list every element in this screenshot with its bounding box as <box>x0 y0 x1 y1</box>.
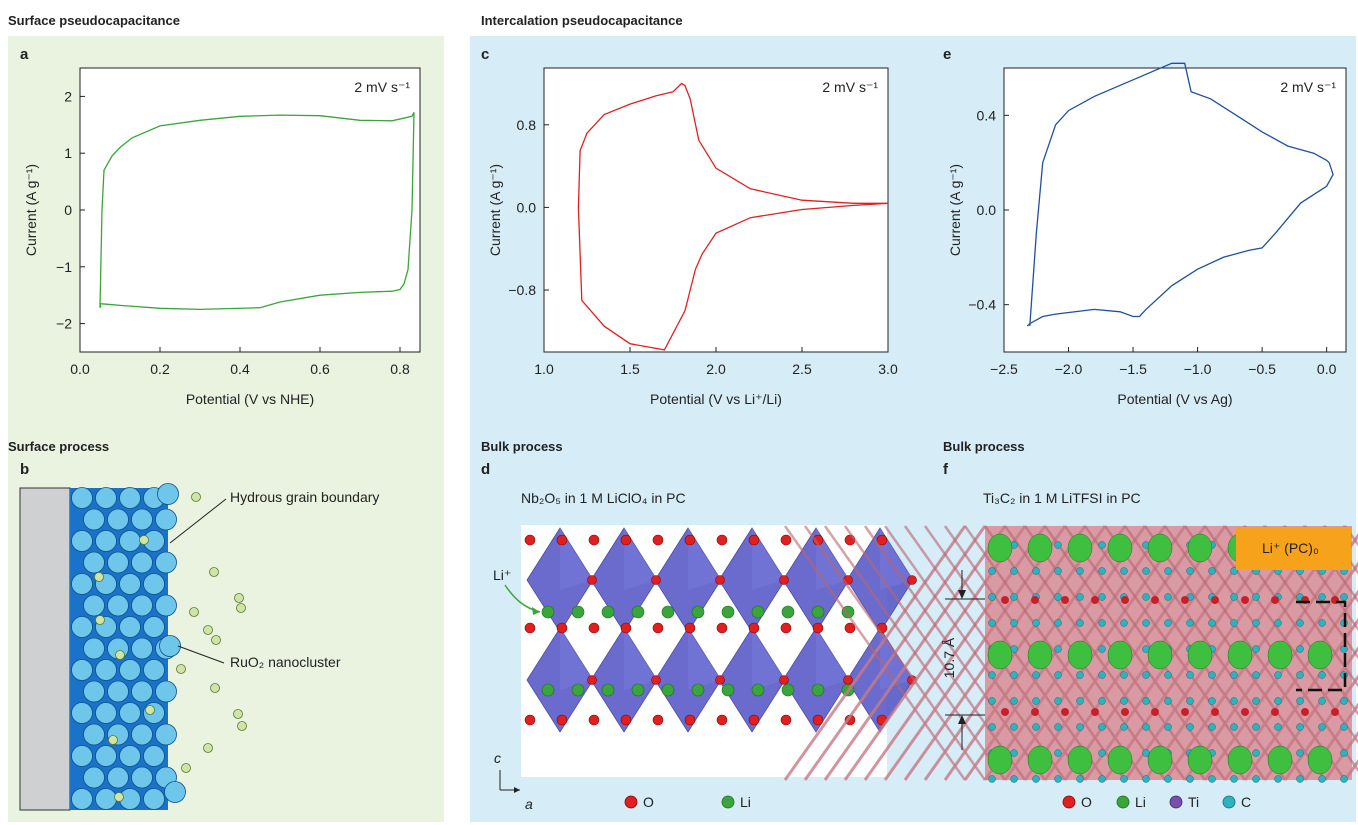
x-tick-label-c: 1.0 <box>534 361 554 377</box>
x-tick-label-a: 0.8 <box>390 361 410 377</box>
y-tick-label-e: −0.4 <box>968 297 996 313</box>
x-tick-label-c: 2.0 <box>706 361 726 377</box>
panel-label-e: e <box>943 46 952 63</box>
panel-label-f: f <box>943 461 948 478</box>
legend-f-li: Li <box>1135 794 1146 810</box>
panel-label-d: d <box>481 461 491 478</box>
y-tick-label-e: 0.0 <box>977 202 997 218</box>
x-tick-label-c: 2.5 <box>792 361 812 377</box>
plot-area-e <box>1003 67 1347 353</box>
legend-d-li: Li <box>740 794 751 810</box>
axis-a-label: a <box>525 796 533 812</box>
grain-boundary-label: Hydrous grain boundary <box>230 489 380 505</box>
panel-f-caption: Ti₃C₂ in 1 M LiTFSI in PC <box>983 490 1141 506</box>
y-tick-label-c: 0.0 <box>517 199 537 215</box>
y-tick-label-e: 0.4 <box>977 107 997 123</box>
scan-rate-label-a: 2 mV s⁻¹ <box>354 79 410 95</box>
legend-d-o: O <box>643 794 654 810</box>
cv-curve-e <box>1026 62 1334 327</box>
legend-f-ti: Ti <box>1188 794 1200 810</box>
cv-curve-c <box>577 82 889 351</box>
x-tick-label-e: −0.5 <box>1248 361 1276 377</box>
x-tick-label-a: 0.0 <box>70 361 90 377</box>
surface-title: Surface pseudocapacitance <box>8 13 180 28</box>
legend-f-o: O <box>1081 794 1092 810</box>
scan-rate-label-e: 2 mV s⁻¹ <box>1280 79 1336 95</box>
legend-f-c: C <box>1241 794 1252 810</box>
x-tick-label-e: −1.5 <box>1119 361 1147 377</box>
y-axis-label-e: Current (A g⁻¹) <box>947 164 963 256</box>
x-axis-label-e: Potential (V vs Ag) <box>1117 391 1232 407</box>
scan-rate-label-c: 2 mV s⁻¹ <box>822 79 878 95</box>
y-tick-label-a: −2 <box>56 316 72 332</box>
nanocluster-label: RuO₂ nanocluster <box>230 654 341 670</box>
plot-area-c <box>543 67 889 353</box>
bulk-process-title-f: Bulk process <box>943 439 1025 454</box>
y-tick-label-a: 2 <box>64 88 72 104</box>
y-tick-label-c: −0.8 <box>508 282 536 298</box>
li-plus-label: Li⁺ <box>493 567 512 583</box>
surface-process-title: Surface process <box>8 439 110 454</box>
intercalation-title: Intercalation pseudocapacitance <box>481 13 683 28</box>
panel-label-b: b <box>20 461 30 478</box>
li-pc-badge: Li⁺ (PC)₀ <box>1262 540 1319 556</box>
x-tick-label-a: 0.2 <box>150 361 170 377</box>
x-tick-label-e: 0.0 <box>1317 361 1337 377</box>
x-tick-label-e: −1.0 <box>1184 361 1212 377</box>
y-axis-label-a: Current (A g⁻¹) <box>23 164 39 256</box>
x-axis-label-c: Potential (V vs Li⁺/Li) <box>650 391 782 407</box>
x-tick-label-c: 1.5 <box>620 361 640 377</box>
y-tick-label-c: 0.8 <box>517 117 537 133</box>
axis-c-label: c <box>494 750 501 766</box>
y-axis-label-c: Current (A g⁻¹) <box>487 164 503 256</box>
x-tick-label-e: −2.0 <box>1055 361 1083 377</box>
bulk-process-title-d: Bulk process <box>481 439 563 454</box>
panel-label-c: c <box>481 46 490 63</box>
x-tick-label-a: 0.6 <box>310 361 330 377</box>
panel-label-a: a <box>20 46 29 63</box>
y-tick-label-a: −1 <box>56 259 72 275</box>
y-tick-label-a: 0 <box>64 202 72 218</box>
x-tick-label-e: −2.5 <box>990 361 1018 377</box>
spacing-label: 10.7 Å <box>941 637 957 679</box>
x-tick-label-a: 0.4 <box>230 361 250 377</box>
y-tick-label-a: 1 <box>64 145 72 161</box>
plot-area-a <box>79 67 421 353</box>
x-tick-label-c: 3.0 <box>878 361 898 377</box>
panel-d-caption: Nb₂O₅ in 1 M LiClO₄ in PC <box>521 490 686 506</box>
x-axis-label-a: Potential (V vs NHE) <box>186 391 314 407</box>
cv-curve-a <box>99 112 415 311</box>
